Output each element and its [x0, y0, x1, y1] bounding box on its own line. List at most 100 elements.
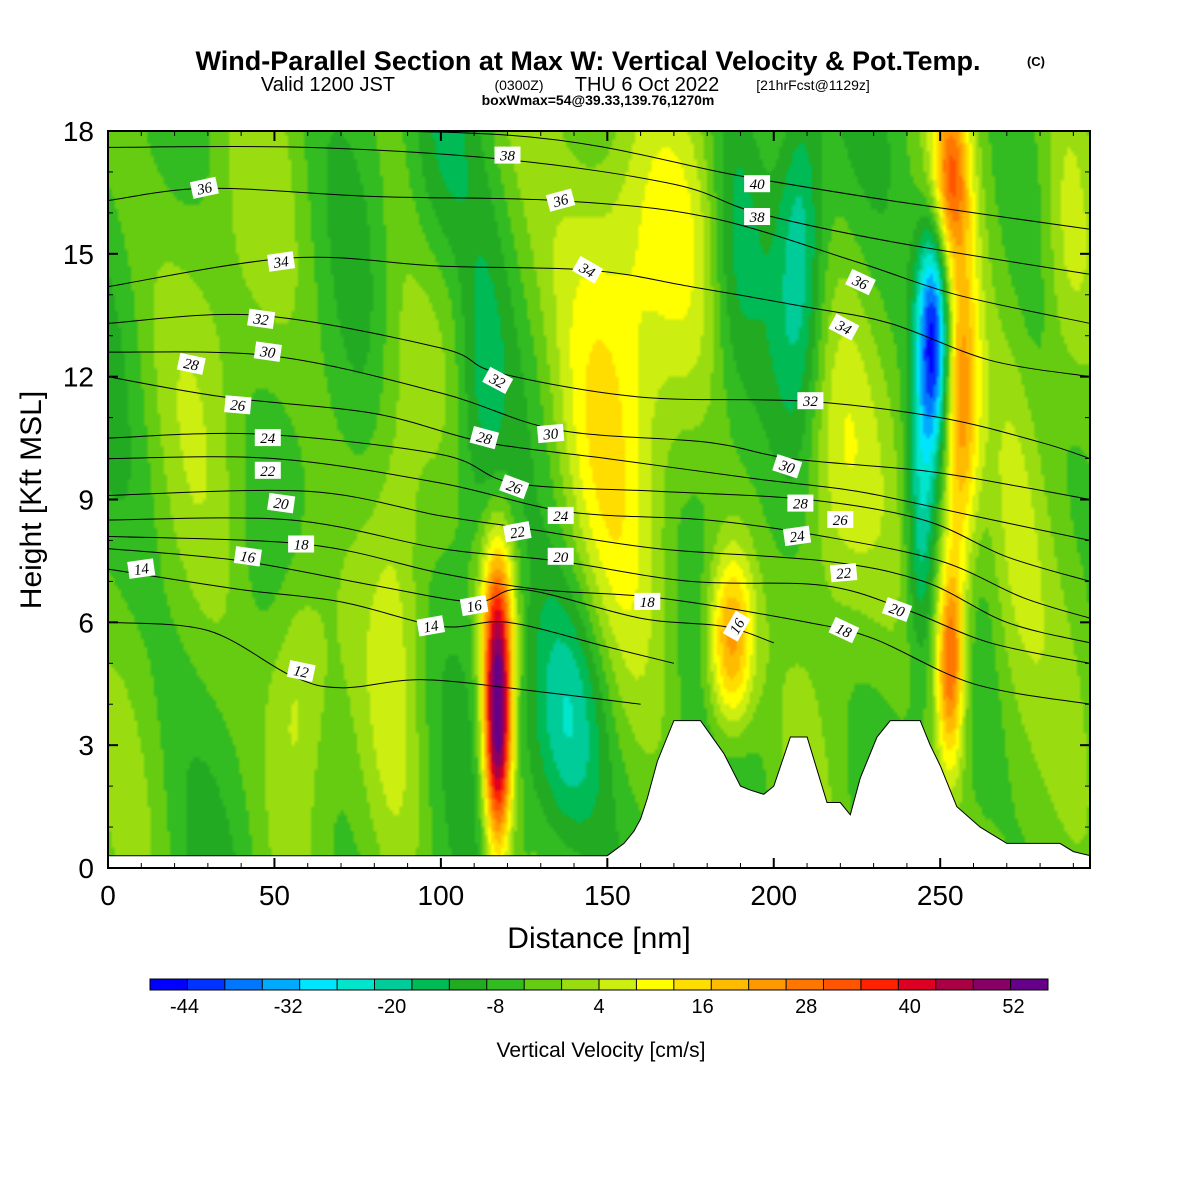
colorbar-tick-label: -44 [170, 996, 199, 1018]
isentrope-30 [108, 351, 1090, 500]
colorbar-swatch [374, 979, 413, 990]
contour-label-text: 20 [553, 550, 569, 566]
contour-label-text: 38 [499, 149, 516, 165]
contour-label: 12 [286, 659, 316, 683]
contour-label-text: 24 [789, 528, 807, 546]
colorbar-swatch [636, 979, 675, 990]
contour-label-text: 12 [292, 663, 310, 682]
contour-label: 30 [253, 341, 282, 362]
contour-label-text: 36 [551, 192, 571, 212]
contour-label-text: 28 [475, 429, 494, 448]
colorbar-swatch [299, 979, 338, 990]
contour-label-text: 18 [294, 538, 310, 554]
colorbar-tick-label: -20 [377, 996, 406, 1018]
contour-label: 26 [827, 511, 854, 529]
contour-label: 24 [254, 429, 281, 447]
contour-label-text: 16 [466, 598, 484, 616]
subtitle-date: THU 6 Oct 2022 [575, 74, 720, 96]
contour-label: 38 [744, 208, 771, 226]
contour-label: 20 [547, 547, 574, 566]
colorbar-swatch [823, 979, 862, 990]
x-tick-label: 200 [750, 880, 797, 911]
contour-label-text: 30 [776, 457, 797, 477]
colorbar-tick-label: 52 [1002, 996, 1024, 1018]
colorbar-frame [149, 978, 1049, 991]
isentrope-22 [108, 489, 1090, 644]
isentrope-28 [108, 376, 1090, 541]
contour-label: 22 [503, 521, 532, 542]
contour-label: 22 [254, 461, 281, 480]
y-tick-label: 18 [63, 116, 94, 147]
y-axis-title: Height [Kft MSL] [15, 391, 48, 609]
x-tick-label: 250 [917, 880, 964, 911]
copyright-mark: (C) [1027, 54, 1045, 69]
colorbar-swatch [973, 979, 1012, 990]
contour-label-text: 36 [849, 273, 871, 294]
contour-label: 38 [494, 146, 521, 165]
colorbar-swatch [150, 979, 188, 990]
contour-label-text: 36 [195, 180, 214, 199]
contour-label-layer: 38 36 36 40 38 34 34 36 32 34 30 28 32 26 32 24 28 30 22 30… [127, 146, 913, 683]
contour-label: 32 [482, 366, 514, 394]
contour-label-text: 34 [832, 317, 854, 339]
contour-label: 16 [459, 594, 489, 616]
contour-label: 36 [845, 268, 876, 296]
colorbar-swatch [935, 979, 974, 990]
contour-label: 16 [233, 546, 262, 567]
contour-label-text: 20 [272, 496, 290, 514]
y-tick-label: 6 [78, 607, 94, 638]
contour-label-text: 32 [486, 371, 508, 393]
colorbar-swatch [898, 979, 937, 990]
contour-label: 28 [469, 426, 500, 450]
contour-label: 32 [797, 392, 824, 410]
contour-label: 14 [127, 558, 156, 579]
contour-label-text: 22 [509, 524, 527, 542]
chart-subtitle-max: boxWmax=54@39.33,139.76,1270m [482, 92, 715, 108]
contour-label: 18 [634, 592, 661, 611]
subtitle-utc: (0300Z) [494, 77, 543, 93]
contour-label: 34 [572, 255, 604, 284]
isentrope-26 [108, 432, 1090, 582]
isentrope-38 [108, 145, 1090, 275]
isentrope-20 [108, 517, 1090, 664]
contour-label: 22 [829, 563, 858, 583]
x-tick-label: 0 [100, 880, 116, 911]
colorbar-swatch [561, 979, 600, 990]
contour-label-text: 34 [272, 254, 291, 272]
subtitle-valid: Valid 1200 JST [261, 74, 395, 96]
contour-label-text: 28 [182, 356, 200, 375]
contour-label-text: 28 [793, 497, 809, 513]
contour-label: 26 [224, 395, 252, 415]
contour-label: 30 [536, 423, 565, 444]
colorbar: -44 -32 -20 -8 4 16 28 40 52 [149, 978, 1049, 1018]
y-tick-label: 3 [78, 730, 94, 761]
colorbar-swatch [786, 979, 824, 990]
contour-label-text: 32 [802, 394, 819, 410]
contour-label-text: 30 [542, 426, 560, 443]
contour-label-text: 26 [504, 478, 524, 498]
contour-label: 16 [722, 610, 751, 642]
colorbar-swatch [524, 979, 563, 990]
contour-label: 28 [176, 352, 206, 375]
colorbar-swatch [673, 979, 712, 990]
colorbar-swatch [748, 979, 787, 990]
colorbar-tick-label: 16 [691, 996, 713, 1018]
colorbar-tick-label: 40 [899, 996, 921, 1018]
contour-label-text: 24 [260, 431, 276, 447]
colorbar-swatch [449, 979, 488, 990]
contour-label: 28 [787, 494, 814, 513]
x-tick-label: 100 [418, 880, 465, 911]
x-tick-label: 150 [584, 880, 631, 911]
contour-label: 30 [772, 454, 803, 479]
y-tick-label: 12 [63, 362, 94, 393]
colorbar-swatch [411, 979, 450, 990]
contour-label: 20 [881, 597, 913, 622]
colorbar-swatch [599, 979, 637, 990]
colorbar-tick-label: -32 [274, 996, 303, 1018]
chart-title: Wind-Parallel Section at Max W: Vertical… [196, 46, 981, 76]
contour-label: 24 [782, 525, 812, 546]
contour-label: 26 [499, 474, 530, 500]
colorbar-swatch [711, 979, 750, 990]
y-tick-label: 15 [63, 239, 94, 270]
contour-label-text: 20 [887, 601, 907, 621]
